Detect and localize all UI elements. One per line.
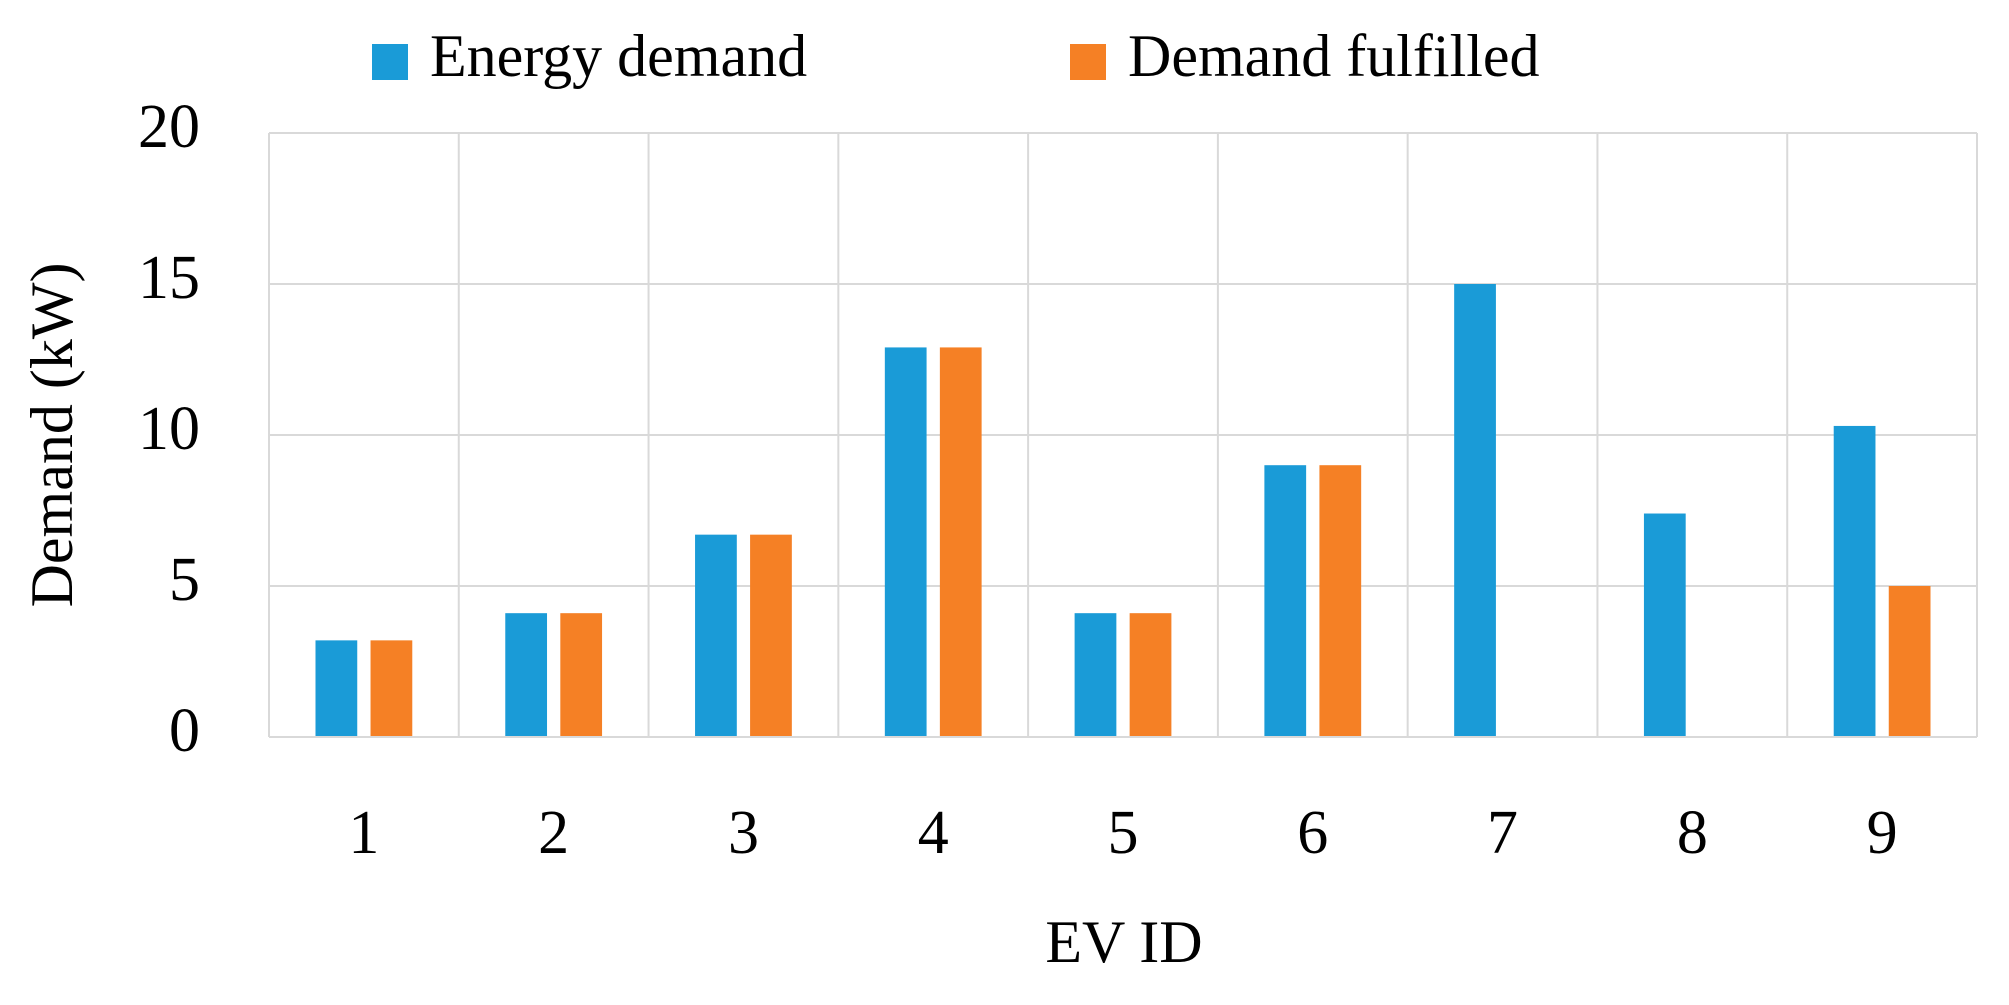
x-tick-label: 2	[538, 799, 569, 867]
legend-swatch	[372, 44, 408, 80]
bar	[505, 613, 548, 737]
legend-label: Energy demand	[430, 23, 807, 89]
bar	[370, 640, 413, 737]
y-axis-title: Demand (kW)	[19, 263, 85, 608]
bar	[1074, 613, 1117, 737]
bar	[1888, 586, 1931, 737]
bar	[1833, 425, 1876, 737]
y-tick-label: 10	[138, 395, 200, 463]
bar	[695, 534, 737, 737]
bar	[560, 613, 603, 737]
x-axis-title: EV ID	[1045, 909, 1202, 975]
bar	[315, 640, 358, 737]
legend-label: Demand fulfilled	[1128, 23, 1540, 89]
y-tick-label: 0	[169, 697, 200, 765]
y-tick-label: 20	[138, 93, 200, 161]
bar	[750, 534, 792, 737]
bar	[939, 347, 982, 737]
x-tick-label: 9	[1867, 799, 1898, 867]
x-tick-label: 7	[1487, 799, 1518, 867]
bar	[1319, 465, 1362, 737]
x-tick-label: 4	[918, 799, 949, 867]
bar	[1643, 513, 1686, 737]
legend-swatch	[1070, 44, 1106, 80]
bar	[1264, 465, 1307, 737]
x-tick-label: 8	[1677, 799, 1708, 867]
x-tick-label: 1	[348, 799, 379, 867]
x-tick-label: 5	[1108, 799, 1139, 867]
y-tick-label: 5	[169, 546, 200, 614]
y-tick-label: 15	[138, 244, 200, 312]
bar	[884, 347, 927, 737]
x-tick-label: 3	[728, 799, 759, 867]
bar	[1454, 284, 1496, 737]
bar	[1129, 613, 1172, 737]
x-tick-label: 6	[1297, 799, 1328, 867]
